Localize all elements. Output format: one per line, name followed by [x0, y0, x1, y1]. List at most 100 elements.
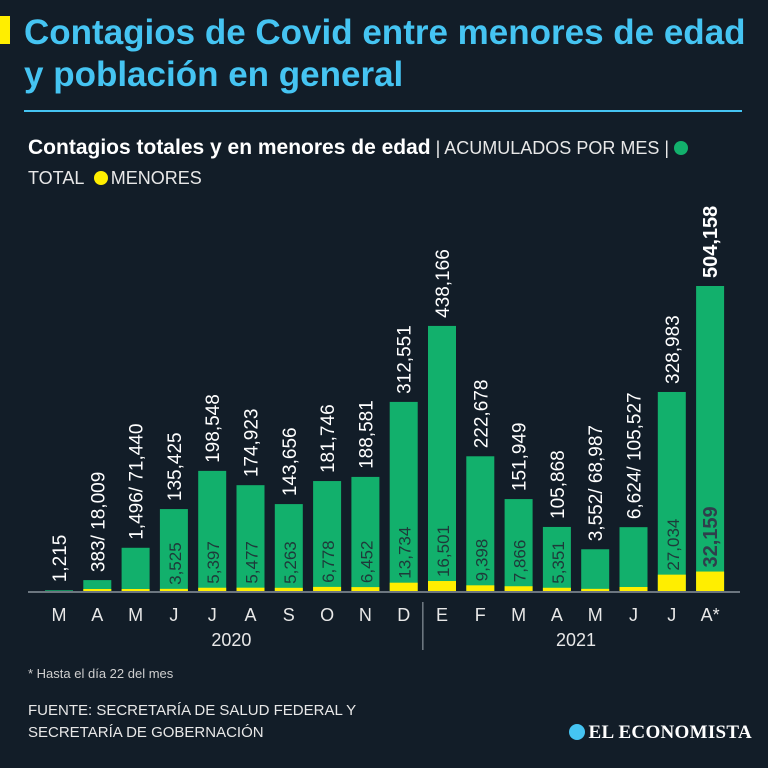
source-line: FUENTE: SECRETARÍA DE SALUD FEDERAL Y	[28, 702, 357, 719]
total-bar	[274, 504, 303, 591]
subtitle-separator: |	[430, 138, 445, 158]
total-bar	[619, 527, 648, 591]
minors-bar	[657, 574, 686, 591]
total-bar	[83, 580, 112, 591]
total-value-label: 198,548	[203, 394, 224, 463]
subtitle-accumulated: ACUMULADOS POR MES	[444, 138, 660, 158]
x-tick-label: J	[169, 605, 178, 625]
total-value-label: 504,158	[700, 206, 722, 278]
minors-value-label: 3,525	[166, 542, 185, 585]
chart-title: Contagios totales y en menores de edad	[28, 136, 431, 159]
total-bar	[581, 549, 610, 591]
minors-bar	[313, 586, 342, 591]
total-value-label: 143,656	[280, 427, 301, 496]
total-bar	[121, 547, 150, 591]
legend-minors-label: MENORES	[110, 168, 202, 188]
x-tick-label: A	[91, 605, 103, 625]
brand-logo: EL ECONOMISTA	[568, 722, 753, 744]
chart-subtitle: Contagios totales y en menores de edad |…	[28, 133, 728, 193]
x-tick-label: M	[52, 605, 67, 625]
minors-value-label: 5,397	[204, 541, 223, 584]
total-bar	[351, 476, 380, 591]
total-bar	[504, 499, 533, 591]
total-bar	[236, 485, 265, 591]
x-tick-label: A*	[701, 605, 720, 625]
total-value-label: 188,581	[356, 400, 377, 469]
minors-bar	[274, 587, 303, 591]
minors-bar	[504, 586, 533, 591]
x-tick-label: E	[436, 605, 448, 625]
total-value-label: 181,746	[318, 404, 339, 473]
minors-bar	[236, 587, 265, 591]
total-value-label: 1,496/ 71,440	[127, 424, 148, 540]
x-tick-label: A	[244, 605, 256, 625]
total-bar	[389, 401, 418, 591]
subtitle-separator: |	[659, 138, 675, 158]
minors-value-label: 32,159	[700, 506, 722, 567]
x-tick-label: J	[629, 605, 638, 625]
source-line: SECRETARÍA DE GOBERNACIÓN	[28, 724, 264, 741]
minors-value-label: 5,477	[243, 541, 262, 584]
minors-bar	[351, 587, 380, 591]
total-value-label: 383/ 18,009	[88, 472, 109, 572]
total-bar	[313, 481, 342, 591]
footnote: * Hasta el día 22 del mes	[28, 666, 174, 681]
year-label: 2020	[211, 630, 251, 650]
legend-total-dot-icon	[674, 141, 689, 155]
minors-bar	[83, 589, 112, 591]
year-label: 2021	[556, 630, 596, 650]
total-value-label: 328,983	[663, 315, 684, 384]
minors-value-label: 6,452	[357, 541, 376, 584]
total-bar	[159, 509, 188, 591]
minors-value-label: 16,501	[434, 525, 453, 577]
minors-bar	[121, 589, 150, 591]
source-note: FUENTE: SECRETARÍA DE SALUD FEDERAL Y SE…	[28, 700, 448, 744]
x-tick-label: N	[359, 605, 372, 625]
minors-value-label: 6,778	[319, 540, 338, 583]
minors-value-label: 7,866	[511, 540, 530, 583]
minors-bar	[159, 588, 188, 591]
x-tick-label: S	[283, 605, 295, 625]
total-value-label: 3,552/ 68,987	[586, 425, 607, 541]
total-bar	[198, 470, 227, 591]
minors-bar	[466, 585, 495, 591]
x-tick-label: A	[551, 605, 563, 625]
total-bar	[45, 590, 73, 591]
total-bar	[428, 325, 456, 591]
minors-bar	[428, 581, 456, 591]
page-title: Contagios de Covid entre menores de edad…	[24, 13, 746, 94]
total-bar	[696, 286, 725, 591]
legend-minors-dot-icon	[93, 171, 108, 185]
x-tick-label: J	[667, 605, 676, 625]
x-tick-label: J	[208, 605, 217, 625]
total-bar	[657, 391, 686, 591]
brand-name: EL ECONOMISTA	[588, 722, 752, 743]
x-tick-label: M	[128, 605, 143, 625]
x-tick-label: M	[511, 605, 526, 625]
total-bar	[466, 456, 495, 591]
total-value-label: 1,215	[50, 535, 71, 583]
minors-bar	[389, 582, 418, 591]
total-value-label: 438,166	[433, 249, 454, 318]
x-tick-label: O	[320, 605, 334, 625]
minors-bar	[198, 587, 227, 591]
minors-value-label: 27,034	[664, 519, 683, 571]
minors-bar	[619, 586, 648, 591]
headline-accent-bar	[0, 16, 10, 44]
minors-value-label: 13,734	[396, 527, 415, 579]
minors-value-label: 9,398	[472, 539, 491, 582]
minors-value-label: 5,263	[281, 541, 300, 584]
brand-icon	[568, 724, 585, 740]
legend-total-label: TOTAL	[28, 168, 84, 188]
minors-bar	[542, 587, 571, 591]
total-value-label: 151,949	[510, 422, 531, 491]
title-divider	[24, 110, 742, 112]
total-value-label: 222,678	[471, 380, 492, 449]
total-value-label: 135,425	[165, 432, 186, 501]
total-value-label: 174,923	[242, 408, 263, 477]
x-tick-label: D	[397, 605, 410, 625]
total-bar	[542, 526, 571, 591]
total-value-label: 6,624/ 105,527	[625, 392, 646, 519]
x-tick-label: F	[475, 605, 486, 625]
